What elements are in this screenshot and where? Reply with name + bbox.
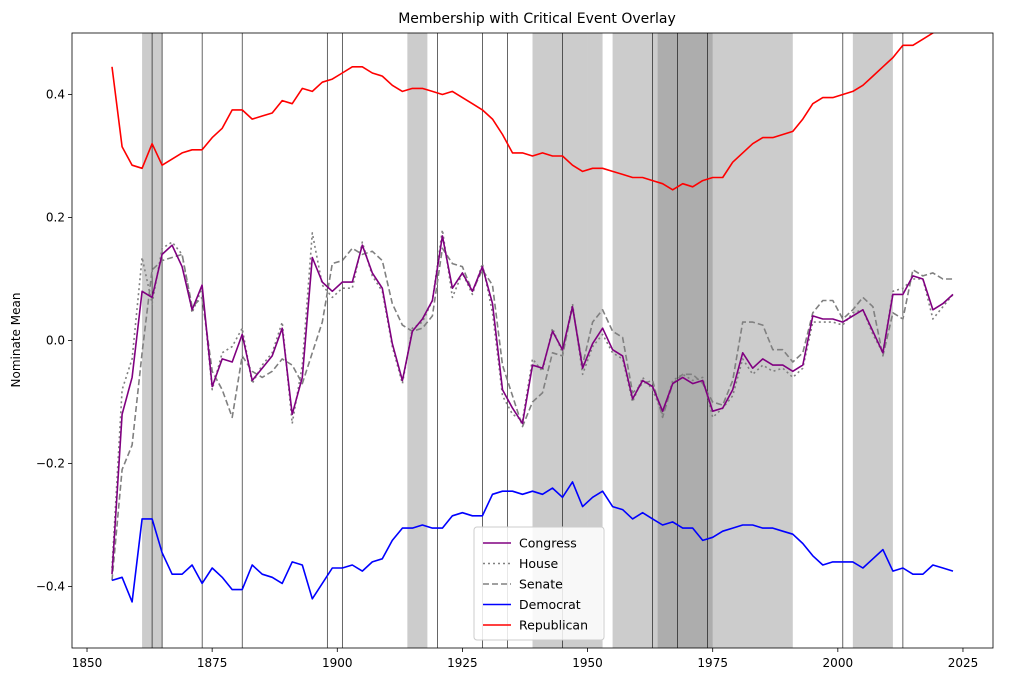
y-tick-label: −0.2 — [36, 457, 65, 471]
legend-label-democrat: Democrat — [519, 597, 581, 612]
chart-title: Membership with Critical Event Overlay — [398, 11, 676, 27]
critical-period-band — [612, 33, 713, 648]
x-tick-label: 1875 — [197, 656, 228, 670]
legend-label-house: House — [519, 556, 558, 571]
legend-label-congress: Congress — [519, 536, 577, 551]
x-tick-label: 1850 — [72, 656, 103, 670]
critical-period-band — [407, 33, 428, 648]
series-line-senate — [111, 247, 953, 581]
series-line-congress — [111, 235, 954, 575]
series-line-republican — [111, 33, 935, 191]
critical-period-band — [657, 33, 713, 648]
x-tick-label: 1925 — [447, 656, 478, 670]
series-line-democrat — [111, 481, 954, 603]
y-axis-label: Nominate Mean — [9, 293, 23, 388]
x-tick-label: 2025 — [948, 656, 979, 670]
y-tick-label: 0.2 — [46, 211, 65, 225]
y-tick-label: −0.4 — [36, 580, 65, 594]
x-tick-label: 1950 — [572, 656, 603, 670]
y-tick-label: 0.4 — [46, 88, 65, 102]
x-axis: 1850 1875 1900 1925 1950 1975 2000 2025 — [72, 648, 978, 670]
series-lines — [111, 33, 954, 603]
legend: Congress House Senate Democrat Republican — [473, 526, 605, 641]
legend-label-republican: Republican — [519, 618, 588, 633]
y-tick-label: 0.0 — [46, 334, 65, 348]
critical-period-band — [852, 33, 893, 648]
y-axis: −0.4 −0.2 0.0 0.2 0.4 — [36, 88, 72, 594]
x-tick-label: 1900 — [322, 656, 353, 670]
legend-label-senate: Senate — [519, 577, 563, 592]
x-tick-label: 1975 — [697, 656, 728, 670]
critical-period-band — [712, 33, 793, 648]
x-tick-label: 2000 — [823, 656, 854, 670]
legend-box — [473, 526, 605, 641]
critical-event-lines — [151, 33, 904, 648]
